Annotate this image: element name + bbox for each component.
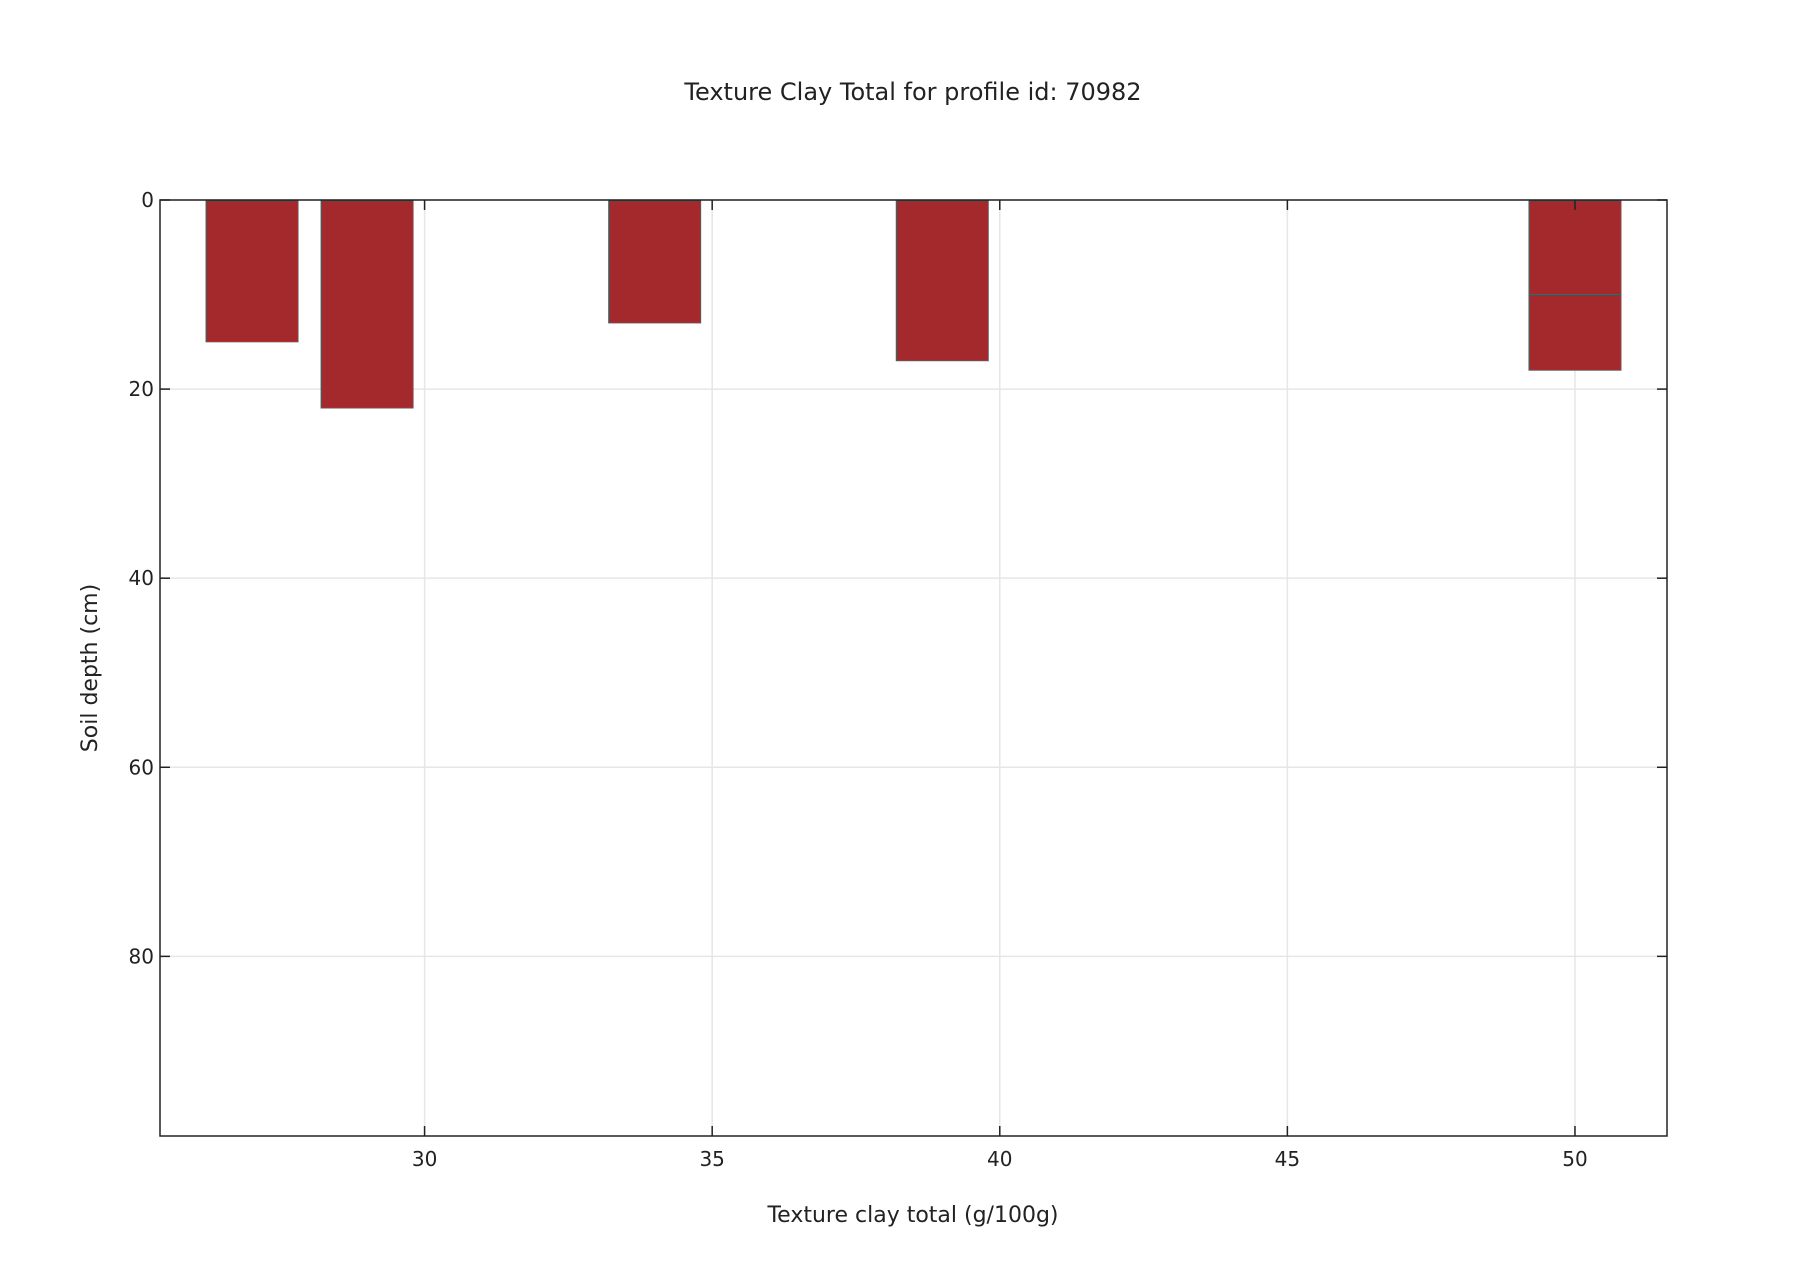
axis-ticks (160, 199, 1667, 1136)
bar (1528, 294, 1622, 371)
x-tick-label: 45 (1275, 1147, 1300, 1171)
y-tick-label: 80 (129, 944, 154, 968)
bar (320, 199, 414, 409)
y-tick-label: 0 (141, 188, 154, 212)
bar (205, 199, 299, 343)
x-axis-label: Texture clay total (g/100g) (766, 1203, 1058, 1228)
bar (895, 199, 989, 362)
y-tick-label: 60 (129, 755, 154, 779)
x-tick-label: 40 (987, 1147, 1012, 1171)
x-tick-label: 35 (699, 1147, 724, 1171)
bar (1528, 199, 1622, 296)
y-tick-label: 20 (129, 377, 154, 401)
x-tick-label: 50 (1562, 1147, 1587, 1171)
chart-title: Texture Clay Total for profile id: 70982 (683, 78, 1141, 106)
y-tick-label: 40 (129, 566, 154, 590)
y-axis-label: Soil depth (cm) (78, 584, 103, 752)
tick-labels: 30 35 40 45 50 0 20 40 60 80 (129, 188, 1588, 1171)
x-tick-label: 30 (412, 1147, 437, 1171)
bar (608, 199, 702, 324)
bars (205, 199, 1622, 409)
plot-frame (159, 199, 1668, 1137)
